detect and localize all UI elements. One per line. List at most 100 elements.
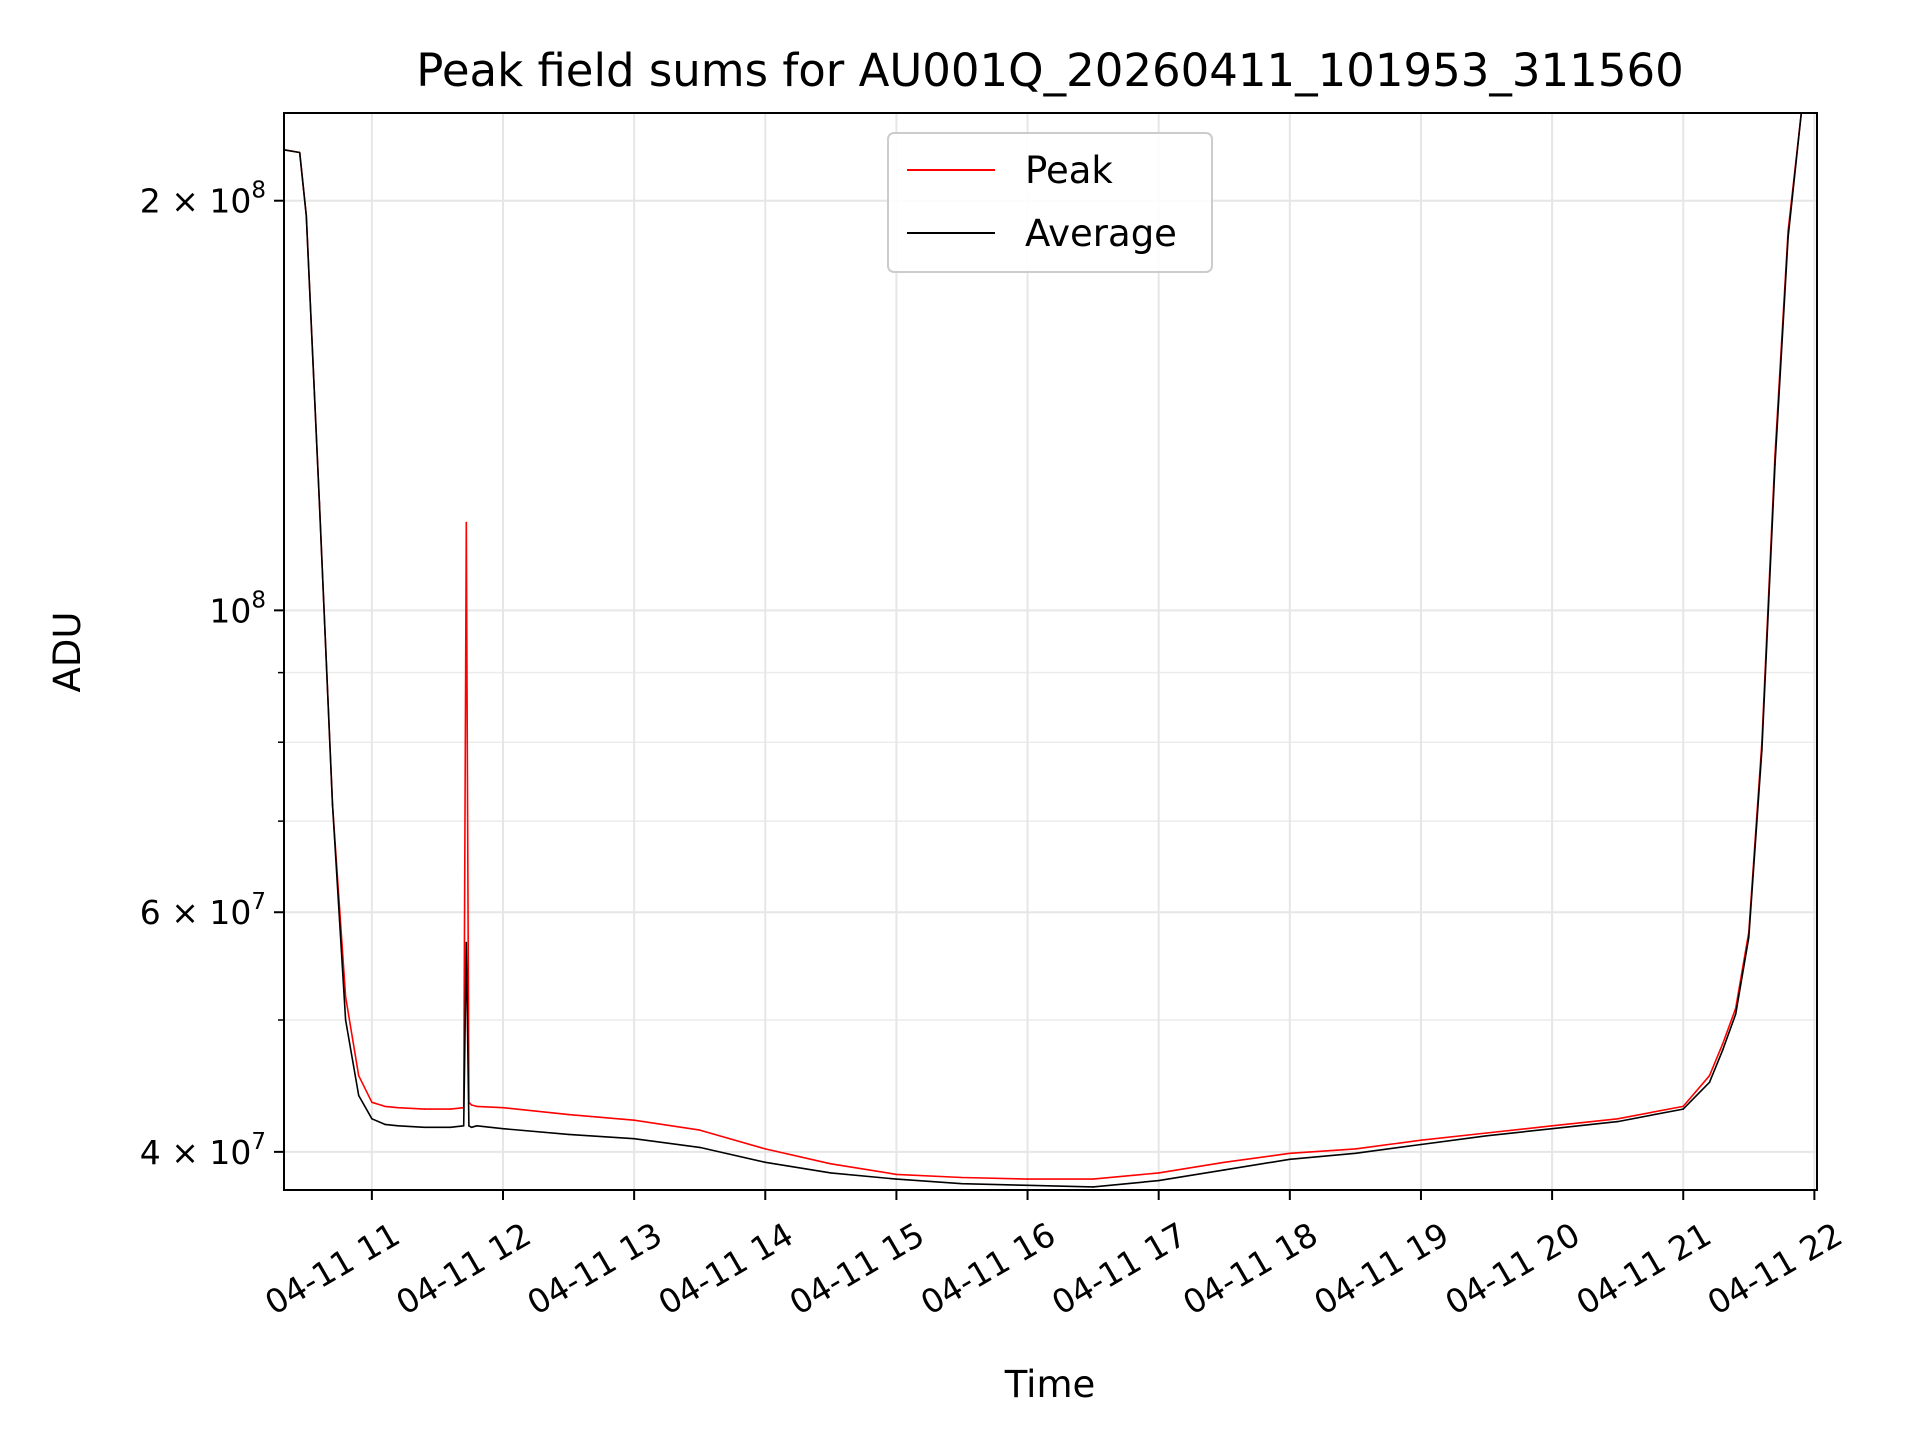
series-layer: [283, 112, 1818, 1188]
x-tick-label: 04-11 15: [783, 1215, 931, 1323]
data-point-average: [305, 214, 308, 217]
y-tick-label-exponent: 7: [251, 889, 266, 915]
data-point-average: [1026, 1184, 1029, 1187]
data-point-peak: [476, 1105, 478, 1108]
data-point-average: [961, 1182, 963, 1185]
data-point-average: [1354, 1152, 1357, 1155]
data-point-average: [470, 1126, 473, 1129]
data-point-peak: [371, 1101, 373, 1104]
y-tick-label-exponent: 7: [251, 1129, 266, 1155]
data-point-average: [397, 1125, 399, 1127]
data-point-average: [462, 1125, 465, 1127]
data-point-average: [344, 1019, 347, 1021]
data-point-average: [895, 1178, 898, 1180]
data-point-average: [1761, 748, 1763, 751]
data-point-average: [567, 1133, 570, 1136]
data-point-peak: [449, 1108, 452, 1110]
data-point-average: [1157, 1179, 1160, 1182]
data-point-average: [1721, 1049, 1724, 1052]
data-point-average: [698, 1146, 701, 1149]
data-point-average: [476, 1125, 478, 1127]
data-point-peak: [1420, 1139, 1422, 1141]
x-tick-label: 04-11 19: [1307, 1215, 1455, 1323]
data-point-peak: [895, 1173, 898, 1176]
x-tick-label: 04-11 16: [914, 1215, 1062, 1323]
x-tick-label: 04-11 17: [1045, 1215, 1193, 1323]
y-tick-label-exponent: 8: [251, 587, 266, 613]
data-point-peak: [423, 1108, 426, 1110]
x-tick-label: 04-11 13: [521, 1215, 669, 1323]
data-point-average: [318, 501, 321, 504]
data-point-average: [449, 1126, 452, 1129]
data-point-average: [830, 1172, 832, 1174]
y-tick-label: 108: [209, 587, 266, 630]
chart-title: Peak field sums for AU001Q_20260411_1019…: [416, 44, 1683, 97]
y-tick-label-base: 10: [209, 591, 251, 630]
data-point-average: [468, 1125, 470, 1127]
y-tick-label: 4 × 107: [140, 1129, 266, 1172]
data-point-average: [298, 151, 301, 154]
major-grid: [284, 113, 1817, 1190]
data-point-average: [1616, 1120, 1619, 1123]
data-point-peak: [357, 1074, 360, 1077]
data-point-average: [465, 941, 468, 944]
data-point-average: [1551, 1127, 1553, 1130]
x-tick-label: 04-11 11: [258, 1215, 406, 1323]
data-point-peak: [1289, 1152, 1291, 1155]
data-point-peak: [633, 1119, 635, 1121]
data-point-peak: [344, 996, 347, 998]
data-point-peak: [1157, 1172, 1160, 1174]
y-tick-label-base: 2 × 10: [140, 182, 252, 221]
data-point-average: [1734, 1013, 1737, 1015]
data-point-peak: [1708, 1074, 1711, 1077]
y-tick-label-base: 6 × 10: [140, 893, 252, 932]
y-tick-label-base: 4 × 10: [140, 1133, 252, 1172]
plot-frame: [283, 112, 1818, 1191]
legend-average-label: Average: [1025, 212, 1177, 255]
data-point-peak: [1223, 1161, 1226, 1164]
minor-grid: [284, 671, 1817, 1021]
data-point-average: [357, 1094, 360, 1097]
data-point-peak: [830, 1163, 832, 1165]
x-tick-label: 04-11 20: [1439, 1215, 1587, 1323]
y-tick-label: 6 × 107: [140, 889, 266, 932]
data-point-peak: [1682, 1105, 1684, 1108]
data-point-peak: [1026, 1178, 1029, 1180]
data-point-peak: [1092, 1178, 1094, 1180]
data-point-average: [1223, 1169, 1226, 1171]
data-point-average: [502, 1127, 504, 1130]
data-point-peak: [502, 1106, 504, 1109]
data-point-peak: [1551, 1125, 1553, 1127]
data-point-average: [423, 1126, 426, 1129]
data-point-average: [764, 1161, 767, 1164]
x-tick-label: 04-11 18: [1176, 1215, 1324, 1323]
y-tick-label-exponent: 8: [251, 178, 266, 204]
legend-peak-label: Peak: [1025, 149, 1113, 192]
data-point-peak: [1485, 1132, 1488, 1134]
data-point-peak: [1721, 1043, 1724, 1045]
data-point-peak: [961, 1176, 963, 1179]
data-point-average: [1289, 1158, 1291, 1161]
data-point-average: [384, 1123, 386, 1126]
legend[interactable]: Peak Average: [887, 132, 1213, 273]
data-point-average: [1708, 1081, 1711, 1084]
data-point-peak: [1354, 1148, 1357, 1150]
data-point-average: [371, 1118, 373, 1120]
data-point-average: [1682, 1108, 1684, 1110]
x-tick-label: 04-11 12: [389, 1215, 537, 1323]
y-axis-label: ADU: [46, 612, 89, 693]
data-point-peak: [384, 1105, 386, 1108]
data-point-average: [633, 1137, 635, 1140]
data-point-average: [1748, 936, 1750, 939]
x-tick-label: 04-11 14: [652, 1215, 800, 1323]
data-point-average: [1774, 463, 1776, 466]
x-tick-label: 04-11 22: [1701, 1215, 1849, 1323]
y-tick-label: 2 × 108: [140, 178, 266, 221]
data-point-peak: [698, 1129, 701, 1131]
data-point-average: [1092, 1186, 1094, 1188]
data-point-average: [1420, 1143, 1422, 1146]
legend-box: [887, 132, 1213, 273]
x-axis-label: Time: [1004, 1363, 1096, 1406]
